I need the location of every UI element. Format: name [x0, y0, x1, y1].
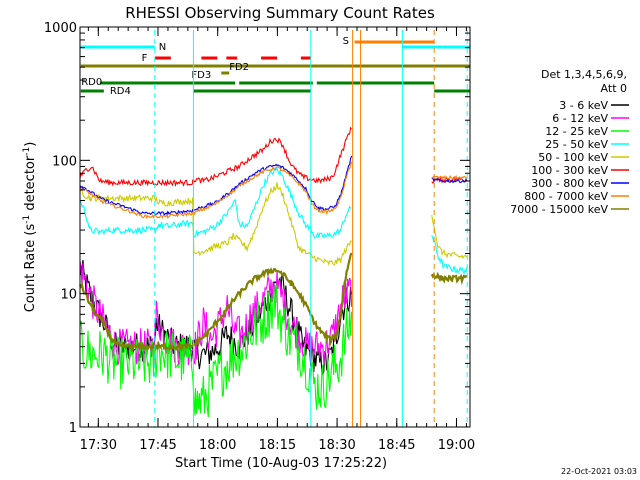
x-tick-label-2: 18:00 [199, 438, 236, 453]
y-axis-label-sup2: -1 [22, 147, 32, 156]
legend-label-3: 25 - 50 keV [545, 138, 608, 151]
flag-s-label: S [343, 36, 349, 47]
y-axis-label-end: ) [23, 142, 38, 147]
y-tick-label-0: 1 [69, 421, 77, 436]
x-tick-label-5: 18:45 [378, 438, 415, 453]
series-1 [79, 261, 353, 366]
plot-frame [79, 26, 471, 428]
y-tick-label-3: 1000 [44, 21, 77, 36]
x-tick-label-0: 17:30 [80, 438, 117, 453]
flag-n-label: N [159, 42, 166, 53]
x-axis-label: Start Time (10-Aug-03 17:25:22) [175, 456, 387, 471]
series-3 [79, 167, 468, 275]
legend-label-4: 50 - 100 keV [538, 151, 608, 164]
attenuator-markers [154, 30, 468, 427]
series-4 [79, 182, 468, 266]
legend-label-8: 7000 - 15000 keV [510, 203, 608, 216]
flag-f-label: F [142, 53, 148, 64]
y-tick-label-2: 100 [52, 154, 77, 169]
flag-rd4-label: RD4 [110, 86, 131, 97]
y-tick-label-1: 10 [60, 288, 77, 303]
legend-label-6: 300 - 800 keV [531, 177, 608, 190]
legend-label-0: 3 - 6 keV [559, 99, 608, 112]
legend-header-line2: Att 0 [601, 82, 627, 95]
flag-fd3-label: FD3 [191, 70, 211, 81]
y-axis-label-mid: detector [23, 155, 38, 215]
flag-fd2-label: FD2 [229, 62, 249, 73]
y-axis-label: Count Rate (s-1 detector-1) [22, 142, 38, 313]
series-8 [79, 252, 468, 353]
series-7 [79, 161, 468, 220]
date-stamp: 22-Oct-2021 03:03 [561, 467, 637, 476]
legend-label-7: 800 - 7000 keV [524, 190, 608, 203]
chart-title: RHESSI Observing Summary Count Rates [125, 4, 435, 22]
axes: 17:30 17:45 18:00 18:15 18:30 18:45 19:00 1 10 10… [44, 21, 475, 453]
x-tick-label-6: 19:00 [438, 438, 475, 453]
y-axis-label-sup1: -1 [22, 215, 32, 224]
observing-flags: N S F FD2 FD3 RD0 RD4 [80, 36, 470, 97]
count-rate-series [79, 126, 468, 418]
y-axis-label-main: Count Rate (s [23, 224, 38, 313]
series-0 [79, 259, 353, 377]
flag-rd0-label: RD0 [81, 77, 102, 88]
x-tick-label-3: 18:15 [259, 438, 296, 453]
legend-label-2: 12 - 25 keV [545, 125, 608, 138]
x-tick-label-4: 18:30 [318, 438, 355, 453]
legend-header-line1: Det 1,3,4,5,6,9, [541, 68, 627, 81]
x-tick-label-1: 17:45 [139, 438, 176, 453]
legend-label-1: 6 - 12 keV [552, 112, 608, 125]
legend-label-5: 100 - 300 keV [531, 164, 608, 177]
series-2 [79, 284, 353, 418]
series-6 [79, 155, 468, 217]
